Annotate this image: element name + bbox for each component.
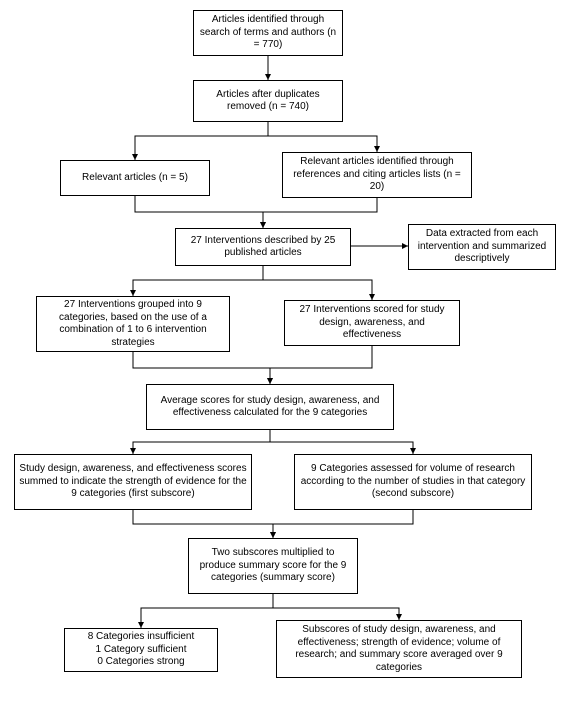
flow-node-label: Two subscores multiplied to produce summ…: [193, 547, 353, 585]
flowchart-canvas: Articles identified through search of te…: [0, 0, 566, 706]
flow-node-n10: 9 Categories assessed for volume of rese…: [294, 454, 532, 510]
flow-node-n11: Two subscores multiplied to produce summ…: [188, 538, 358, 594]
flow-node-n12: 8 Categories insufficient1 Category suff…: [64, 628, 218, 672]
flow-node-label: Average scores for study design, awarene…: [151, 395, 389, 420]
flow-edge-3: [135, 196, 263, 228]
flow-edge-9: [270, 346, 372, 384]
flow-node-n5: 27 Interventions described by 25 publish…: [175, 228, 351, 266]
flow-edge-11: [270, 430, 413, 454]
flow-edge-4: [263, 198, 377, 228]
flow-edge-8: [133, 352, 270, 384]
flow-node-label: 27 Interventions described by 25 publish…: [180, 235, 346, 260]
flow-edge-12: [133, 510, 273, 538]
flow-node-label: 27 Interventions grouped into 9 categori…: [41, 299, 225, 349]
flow-edge-15: [273, 594, 399, 620]
flow-node-label: Subscores of study design, awareness, an…: [281, 624, 517, 674]
flow-node-n13: Subscores of study design, awareness, an…: [276, 620, 522, 678]
flow-node-n4: Relevant articles identified through ref…: [282, 152, 472, 198]
flow-node-label: 27 Interventions scored for study design…: [289, 304, 455, 342]
flow-edge-2: [268, 122, 377, 152]
flow-node-label: Relevant articles identified through ref…: [287, 156, 467, 194]
flow-edge-10: [133, 430, 270, 454]
flow-node-n9: Study design, awareness, and effectivene…: [14, 454, 252, 510]
flow-node-n1: Articles identified through search of te…: [193, 10, 343, 56]
flow-edge-6: [133, 266, 263, 296]
flow-node-label: Relevant articles (n = 5): [82, 172, 188, 185]
flow-node-n8: Average scores for study design, awarene…: [146, 384, 394, 430]
flow-edge-14: [141, 594, 273, 628]
flow-node-n2: Articles after duplicates removed (n = 7…: [193, 80, 343, 122]
flow-edge-13: [273, 510, 413, 538]
flow-node-n5b: Data extracted from each intervention an…: [408, 224, 556, 270]
flow-edge-7: [263, 266, 372, 300]
flow-node-n3: Relevant articles (n = 5): [60, 160, 210, 196]
flow-node-label: Study design, awareness, and effectivene…: [19, 463, 247, 501]
flow-node-label: 9 Categories assessed for volume of rese…: [299, 463, 527, 501]
flow-node-n6: 27 Interventions grouped into 9 categori…: [36, 296, 230, 352]
flow-node-n7: 27 Interventions scored for study design…: [284, 300, 460, 346]
flow-node-label: 8 Categories insufficient1 Category suff…: [88, 631, 195, 669]
flow-node-label: Data extracted from each intervention an…: [413, 228, 551, 266]
flow-node-label: Articles after duplicates removed (n = 7…: [198, 89, 338, 114]
flow-node-label: Articles identified through search of te…: [198, 14, 338, 52]
flow-edge-1: [135, 122, 268, 160]
